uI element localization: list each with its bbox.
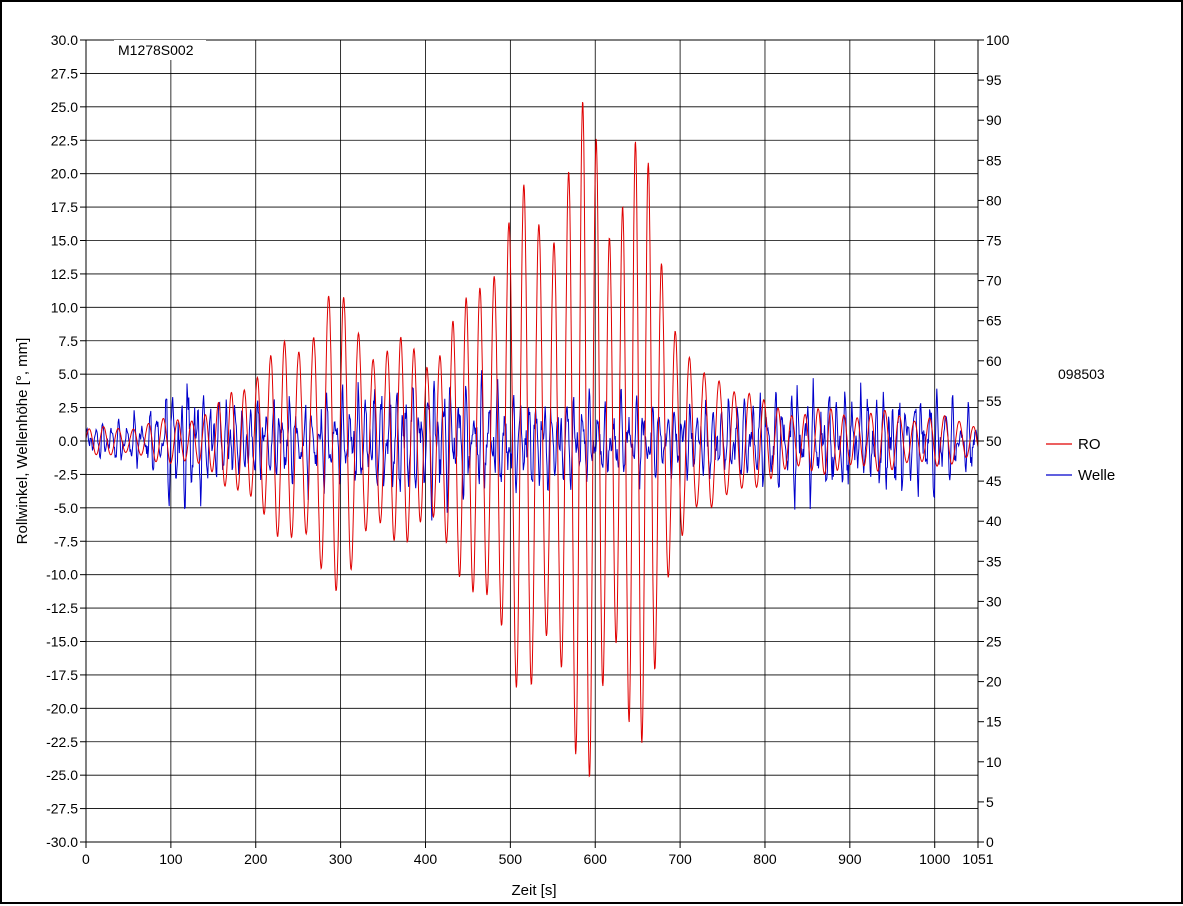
y-tick-label: 22.5 — [51, 132, 78, 148]
y2-tick-label: 70 — [986, 273, 1002, 289]
y-tick-label: -17.5 — [46, 667, 78, 683]
y-tick-label: 2.5 — [59, 400, 79, 416]
y-tick-label: -12.5 — [46, 600, 78, 616]
y-tick-label: 20.0 — [51, 166, 78, 182]
y2-tick-label: 35 — [986, 553, 1002, 569]
y2-tick-label: 75 — [986, 233, 1002, 249]
y2-tick-label: 50 — [986, 433, 1002, 449]
y2-tick-label: 0 — [986, 834, 994, 850]
x-tick-label: 400 — [414, 851, 438, 867]
y-tick-label: -27.5 — [46, 801, 78, 817]
y-axis-right: 1009590858075706560555045403530252015105… — [978, 32, 1010, 850]
y-tick-label: 5.0 — [59, 366, 79, 382]
y2-tick-label: 20 — [986, 674, 1002, 690]
y-tick-label: 25.0 — [51, 99, 78, 115]
y-tick-label: 12.5 — [51, 266, 78, 282]
x-tick-label: 1051 — [962, 851, 993, 867]
plot-lines — [85, 101, 979, 778]
run-label: 098503 — [1058, 366, 1105, 382]
y-axis-label: Rollwinkel, Wellenhöhe [°, mm] — [14, 338, 31, 545]
y-tick-label: -20.0 — [46, 700, 78, 716]
y2-tick-label: 65 — [986, 313, 1002, 329]
y-tick-label: -22.5 — [46, 734, 78, 750]
y2-tick-label: 45 — [986, 473, 1002, 489]
y2-tick-label: 5 — [986, 794, 994, 810]
y-tick-label: -25.0 — [46, 767, 78, 783]
legend: RO Welle — [1046, 436, 1115, 484]
y-tick-label: -30.0 — [46, 834, 78, 850]
y-tick-label: -10.0 — [46, 567, 78, 583]
y2-tick-label: 15 — [986, 714, 1002, 730]
x-tick-label: 100 — [159, 851, 183, 867]
y-tick-label: 15.0 — [51, 233, 78, 249]
y2-tick-label: 85 — [986, 152, 1002, 168]
annotation-box — [114, 40, 206, 60]
y-tick-label: 30.0 — [51, 32, 78, 48]
y2-tick-label: 25 — [986, 634, 1002, 650]
y2-tick-label: 55 — [986, 393, 1002, 409]
x-axis-label: Zeit [s] — [511, 882, 556, 899]
y-tick-label: -2.5 — [54, 466, 78, 482]
y-tick-label: 7.5 — [59, 333, 79, 349]
x-tick-label: 1000 — [919, 851, 950, 867]
y2-tick-label: 10 — [986, 754, 1002, 770]
legend-label-ro: RO — [1078, 436, 1101, 453]
y2-tick-label: 100 — [986, 32, 1010, 48]
y2-tick-label: 40 — [986, 513, 1002, 529]
y-tick-label: 17.5 — [51, 199, 78, 215]
y-axis-left: 30.0 27.5 25.0 22.5 20.0 17.5 15.0 12.5 10.0 7.5 5… — [46, 32, 86, 850]
y2-tick-label: 90 — [986, 112, 1002, 128]
x-axis: 0 100 200 300 400 500 600 700 800 900 1000 1051 — [82, 842, 994, 867]
x-tick-label: 800 — [753, 851, 777, 867]
x-tick-label: 200 — [244, 851, 268, 867]
y-tick-label: 27.5 — [51, 65, 78, 81]
y2-tick-label: 60 — [986, 353, 1002, 369]
y-tick-label: -15.0 — [46, 634, 78, 650]
x-tick-label: 700 — [668, 851, 692, 867]
y2-tick-label: 80 — [986, 192, 1002, 208]
y-tick-label: 10.0 — [51, 299, 78, 315]
x-tick-label: 0 — [82, 851, 90, 867]
x-tick-label: 300 — [329, 851, 353, 867]
y-tick-label: 0.0 — [59, 433, 79, 449]
x-tick-label: 600 — [584, 851, 608, 867]
grid — [86, 39, 978, 843]
annotation-label: M1278S002 — [118, 42, 194, 58]
y2-tick-label: 95 — [986, 72, 1002, 88]
y2-tick-label: 30 — [986, 593, 1002, 609]
y-tick-label: -5.0 — [54, 500, 78, 516]
legend-label-welle: Welle — [1078, 467, 1115, 484]
series-ro-line — [85, 101, 979, 778]
y-tick-label: -7.5 — [54, 533, 78, 549]
x-tick-label: 900 — [838, 851, 862, 867]
series-welle-line — [85, 370, 979, 521]
x-tick-label: 500 — [499, 851, 523, 867]
